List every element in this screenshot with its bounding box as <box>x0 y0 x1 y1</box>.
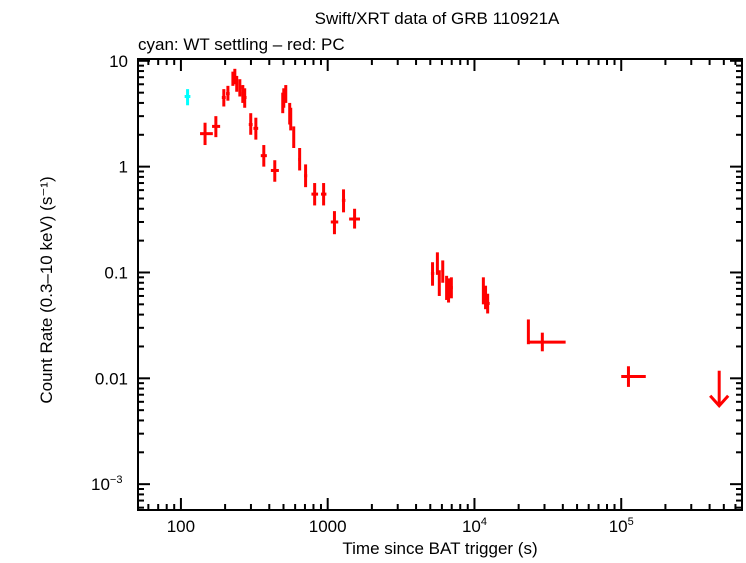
y-tick-label: 10 <box>109 52 128 71</box>
data-point <box>221 89 226 107</box>
x-tick-label: 104 <box>462 516 487 536</box>
data-point <box>441 260 445 283</box>
y-axis-label: Count Rate (0.3–10 keV) (s⁻¹) <box>37 176 56 403</box>
data-point <box>435 252 439 275</box>
data-point <box>284 85 288 103</box>
data-point <box>437 270 441 296</box>
data-point <box>184 89 191 106</box>
data-point <box>270 160 279 182</box>
data-point <box>292 126 296 149</box>
data-point <box>449 277 453 299</box>
data-point <box>311 183 319 206</box>
x-tick-label-text: 10 <box>462 517 481 536</box>
x-tick-label: 1000 <box>309 517 347 536</box>
x-tick-label-text: 10 <box>609 517 628 536</box>
x-tick-label: 100 <box>167 517 195 536</box>
y-tick-label-text: 10 <box>109 52 128 71</box>
data-point <box>447 278 451 303</box>
data-point <box>320 183 327 206</box>
y-tick-label-text: 1 <box>119 158 128 177</box>
data-point <box>212 116 221 138</box>
x-axis-label: Time since BAT trigger (s) <box>342 539 537 558</box>
data-points <box>184 68 730 408</box>
data-point <box>243 88 247 108</box>
x-tick-label-text: 1000 <box>309 517 347 536</box>
x-tick-label-exponent: 4 <box>481 516 487 528</box>
data-point <box>621 366 646 387</box>
data-point <box>430 262 435 286</box>
data-point <box>349 208 360 229</box>
data-point <box>253 117 259 140</box>
y-tick-label-text: 0.1 <box>104 263 128 282</box>
data-point <box>341 189 346 213</box>
data-point <box>248 113 253 135</box>
y-tick-label-text: 0.01 <box>95 369 128 388</box>
x-tick-label: 105 <box>609 516 634 536</box>
x-tick-label-exponent: 5 <box>628 516 634 528</box>
upper-limit-arrow <box>709 370 730 408</box>
data-point <box>528 332 566 352</box>
y-tick-label: 1 <box>119 158 128 177</box>
y-tick-label: 0.1 <box>104 263 128 282</box>
y-tick-label-text: 10 <box>91 475 110 494</box>
data-point <box>226 85 230 101</box>
data-point <box>200 122 213 146</box>
upper-limit-head <box>709 394 730 408</box>
data-point <box>289 107 293 131</box>
data-point <box>304 164 308 188</box>
data-point <box>330 211 339 235</box>
data-point <box>298 148 302 171</box>
y-tick-label: 10−3 <box>91 474 122 494</box>
data-point <box>260 145 267 167</box>
chart-subtitle: cyan: WT settling – red: PC <box>138 35 345 54</box>
plot-frame <box>137 58 743 511</box>
data-point <box>526 319 530 345</box>
data-point <box>238 79 242 97</box>
y-tick-label-exponent: −3 <box>110 474 123 486</box>
chart-title: Swift/XRT data of GRB 110921A <box>315 9 560 28</box>
data-point <box>486 293 490 314</box>
data-point <box>235 75 239 92</box>
y-tick-label: 0.01 <box>95 369 128 388</box>
x-tick-label-text: 100 <box>167 517 195 536</box>
